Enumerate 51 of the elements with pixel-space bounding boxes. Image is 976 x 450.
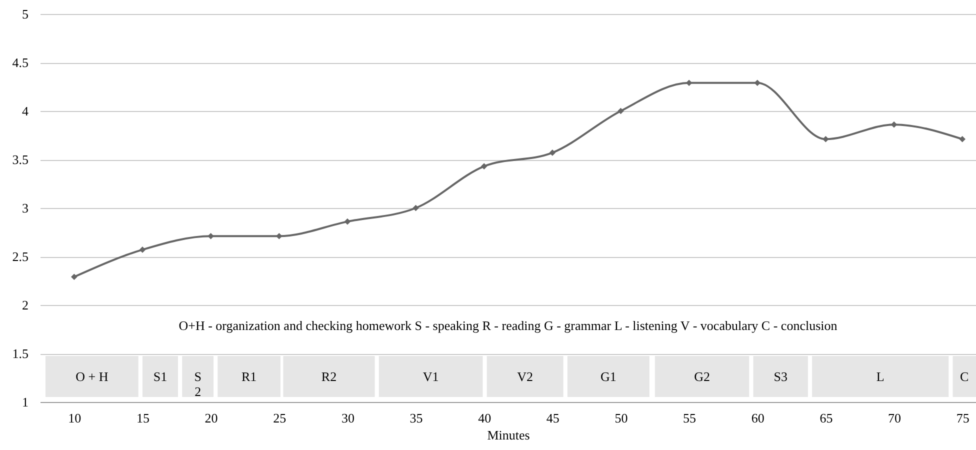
x-tick-label: 20 [204, 410, 218, 426]
y-tick-label: 3.5 [12, 152, 28, 167]
x-tick-label: 70 [888, 410, 902, 426]
x-tick-label: 50 [614, 410, 628, 426]
point [686, 80, 692, 86]
point [208, 232, 214, 240]
point [959, 136, 966, 142]
y-tick-label: 5 [22, 6, 28, 22]
y-tick-label: 1.5 [12, 346, 28, 361]
x-tick-label: 65 [820, 410, 833, 426]
band-label: V1 [422, 369, 439, 384]
x-tick-label: 40 [478, 410, 492, 426]
band-label: G1 [600, 369, 616, 384]
point [276, 232, 282, 240]
band-label: R1 [241, 369, 257, 384]
x-tick-label: 25 [273, 410, 286, 426]
point [344, 218, 351, 225]
x-tick-label: 15 [136, 410, 150, 426]
band-label: V2 [517, 369, 534, 384]
band-label: C [960, 369, 969, 384]
annotation: O+H - organization and checking homework S - speaking R - reading G - grammar L - listening V - vocabulary C - conclusion [178, 318, 838, 333]
band-label: S1 [153, 369, 168, 384]
point [480, 163, 488, 170]
point [754, 80, 761, 86]
point [139, 246, 146, 253]
y-tick-label: 2.5 [12, 249, 28, 264]
point [822, 136, 829, 142]
band-label: S3 [774, 369, 788, 384]
x-tick-label: 55 [683, 410, 696, 426]
x-tick-label: 30 [341, 410, 354, 426]
point [549, 150, 556, 156]
y-tick-label: 4.5 [12, 55, 28, 70]
band-label: R2 [321, 369, 337, 384]
y-tick-label: 1 [22, 394, 28, 410]
point [412, 204, 419, 212]
band-label: O + H [76, 369, 108, 384]
y-tick-label: 2 [22, 298, 28, 312]
y-tick-label: 4 [22, 104, 29, 118]
x-tick-label: 45 [546, 410, 560, 426]
point [71, 274, 78, 280]
band-label: L [876, 369, 884, 384]
x-tick-label: 10 [68, 410, 82, 426]
x-tick-label: 35 [410, 410, 423, 426]
point [890, 121, 898, 128]
y-tick-label: 3 [22, 200, 28, 216]
x-tick-label: 75 [956, 410, 970, 426]
x-tick-label: 60 [751, 410, 764, 426]
band-label: G2 [694, 369, 710, 384]
x-axis-title: Minutes [487, 428, 530, 442]
band-label: S2 [194, 369, 202, 399]
point [618, 108, 624, 114]
